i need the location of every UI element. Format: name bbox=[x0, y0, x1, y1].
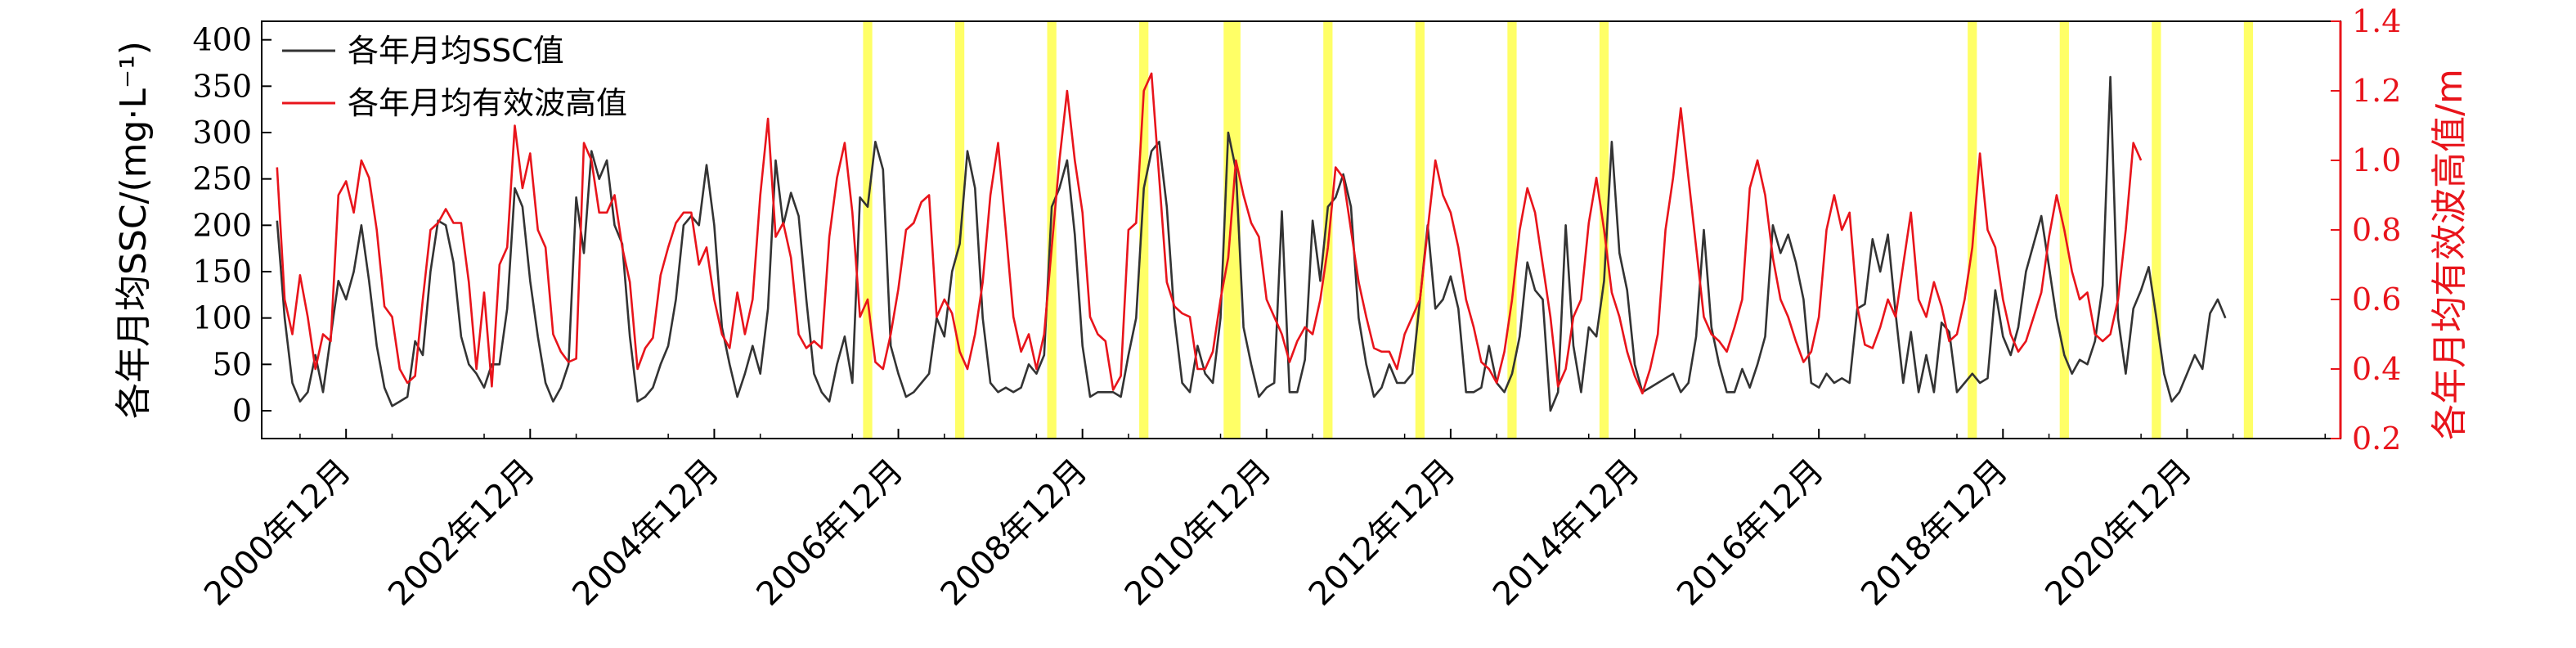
right-axis-title: 各年月均有效波高值/m bbox=[2429, 69, 2471, 440]
highlight-band-2006-08 bbox=[863, 21, 873, 439]
highlight-band-2018-08 bbox=[1968, 21, 1977, 439]
x-tick-label: 2008年12月 bbox=[934, 452, 1095, 614]
left-tick-label: 400 bbox=[192, 22, 252, 58]
x-tick-label: 2006年12月 bbox=[750, 452, 911, 614]
x-tick-label: 2012年12月 bbox=[1302, 452, 1463, 614]
highlight-band-2010-07 bbox=[1223, 21, 1233, 439]
left-tick-label: 250 bbox=[192, 161, 252, 197]
left-tick-label: 300 bbox=[192, 115, 252, 151]
left-tick-label: 50 bbox=[213, 346, 252, 382]
x-tick-label: 2020年12月 bbox=[2038, 452, 2199, 614]
highlight-band-2020-08 bbox=[2152, 21, 2161, 439]
highlight-band-2013-08 bbox=[1507, 21, 1517, 439]
right-tick-label: 0.8 bbox=[2352, 212, 2401, 248]
right-tick-label: 1.2 bbox=[2352, 73, 2401, 109]
x-tick-label: 2000年12月 bbox=[197, 452, 358, 614]
right-axis: 0.2 0.4 0.6 0.8 1.0 1.2 1.4 bbox=[2331, 3, 2401, 457]
series-ssc-line bbox=[276, 75, 2227, 412]
x-axis: 2000年12月 2002年12月 2004年12月 2006年12月 2008年12月… bbox=[197, 429, 2326, 614]
x-tick-label: 2002年12月 bbox=[381, 452, 542, 614]
highlight-band-2007-08 bbox=[954, 21, 965, 439]
left-axis: 0 50 100 150 200 250 300 350 400 bbox=[192, 22, 272, 429]
right-tick-label: 1.4 bbox=[2352, 3, 2401, 39]
highlight-band-2011-08 bbox=[1323, 21, 1333, 439]
highlight-band-2012-08 bbox=[1415, 21, 1425, 439]
x-tick-label: 2016年12月 bbox=[1670, 452, 1831, 614]
series-lines bbox=[276, 72, 2227, 412]
right-tick-label: 0.2 bbox=[2352, 421, 2401, 457]
left-tick-label: 0 bbox=[232, 393, 252, 429]
x-tick-label: 2010年12月 bbox=[1118, 452, 1279, 614]
right-tick-label: 0.6 bbox=[2352, 281, 2401, 317]
left-axis-title: 各年月均SSC/(mg·L⁻¹) bbox=[113, 41, 155, 419]
legend: 各年月均SSC值 各年月均有效波高值 bbox=[282, 33, 627, 121]
x-tick-label: 2018年12月 bbox=[1854, 452, 2015, 614]
left-tick-label: 100 bbox=[192, 300, 252, 336]
left-tick-label: 200 bbox=[192, 207, 252, 243]
right-tick-label: 1.0 bbox=[2352, 142, 2401, 178]
legend-label-ssc: 各年月均SSC值 bbox=[348, 33, 564, 69]
left-tick-label: 150 bbox=[192, 254, 252, 290]
highlight-band-2008-08 bbox=[1047, 21, 1057, 439]
highlight-band-2021-08 bbox=[2243, 21, 2254, 439]
series-wave-line bbox=[276, 72, 2143, 395]
x-tick-label: 2014年12月 bbox=[1486, 452, 1647, 614]
legend-label-wave: 各年月均有效波高值 bbox=[348, 85, 627, 121]
highlight-band-2009-08 bbox=[1139, 21, 1149, 439]
left-tick-label: 350 bbox=[192, 68, 252, 104]
x-tick-label: 2004年12月 bbox=[565, 452, 726, 614]
right-tick-label: 0.4 bbox=[2352, 351, 2401, 387]
highlight-band-2010-08 bbox=[1231, 21, 1241, 439]
